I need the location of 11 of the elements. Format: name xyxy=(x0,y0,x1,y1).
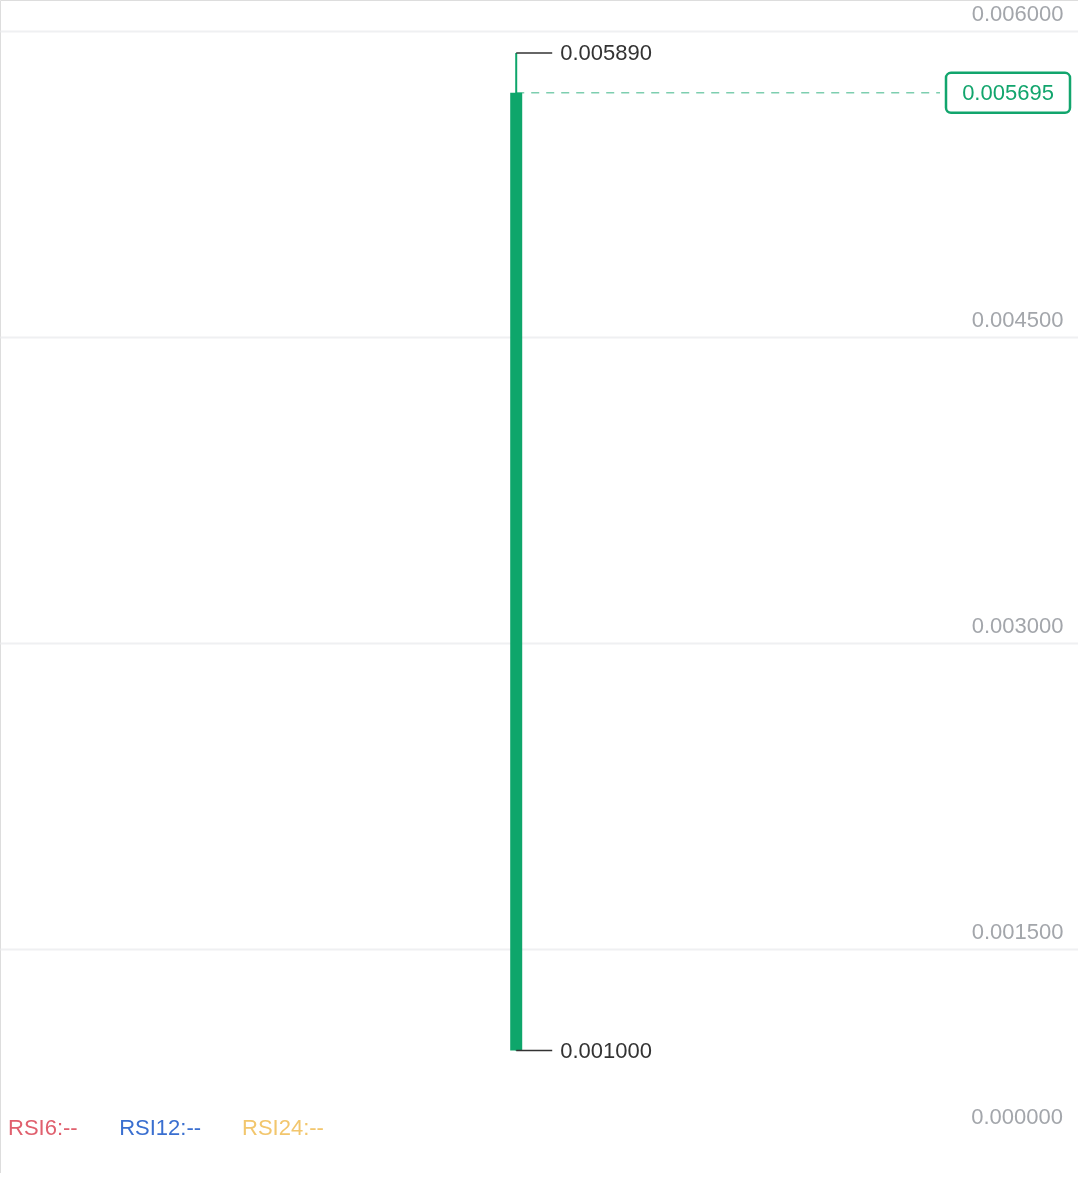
annotation: 0.000000 xyxy=(971,1104,1063,1129)
annotation: 0.005890 xyxy=(560,40,652,66)
y-tick-label: 0.003000 xyxy=(971,613,1064,639)
y-tick-label: 0.004500 xyxy=(971,307,1064,333)
y-tick-label: 0.001500 xyxy=(971,919,1064,945)
y-tick-label: 0.006000 xyxy=(971,1,1064,27)
annotation: RSI24:-- xyxy=(242,1115,324,1140)
ref-line-label: 0.005695 xyxy=(962,79,1054,105)
annotation: RSI12:-- xyxy=(119,1115,202,1140)
annotation: RSI6:-- xyxy=(8,1115,78,1140)
annotation: 0.001000 xyxy=(560,1037,652,1063)
